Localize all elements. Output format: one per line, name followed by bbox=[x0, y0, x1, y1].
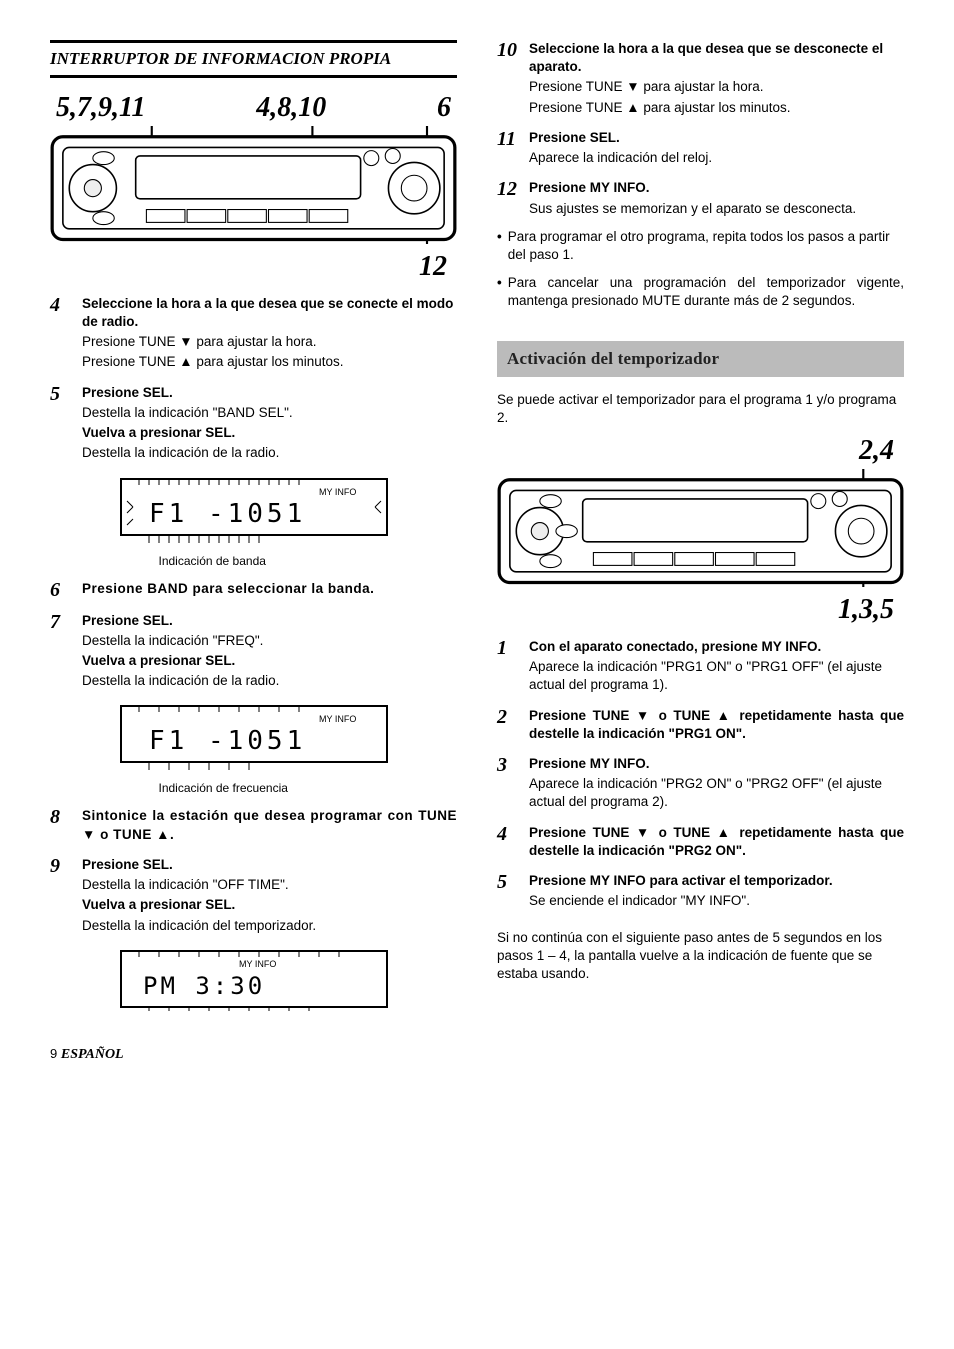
left-column: INTERRUPTOR DE INFORMACION PROPIA 5,7,9,… bbox=[50, 40, 457, 1020]
step-head: Seleccione la hora a la que desea que se… bbox=[82, 295, 457, 331]
step-number: 2 bbox=[497, 707, 519, 743]
callout-top: 2,4 bbox=[497, 435, 894, 467]
step-line: Aparece la indicación "PRG2 ON" o "PRG2 … bbox=[529, 775, 904, 811]
step-head: Presione TUNE ▼ o TUNE ▲ repetidamente h… bbox=[529, 707, 904, 743]
step-line: Aparece la indicación "PRG1 ON" o "PRG1 … bbox=[529, 658, 904, 694]
closing-note: Si no continúa con el siguiente paso ant… bbox=[497, 929, 904, 984]
bullet-text: Para cancelar una programación del tempo… bbox=[508, 274, 904, 310]
step-5b: 5 Presione MY INFO para activar el tempo… bbox=[497, 872, 904, 910]
step-line: Destella la indicación "OFF TIME". bbox=[82, 876, 457, 894]
step-line: Destella la indicación "FREQ". bbox=[82, 632, 457, 650]
step-number: 10 bbox=[497, 40, 519, 117]
step-number: 9 bbox=[50, 856, 72, 935]
step-6: 6 Presione BAND para seleccionar la band… bbox=[50, 580, 457, 600]
step-number: 11 bbox=[497, 129, 519, 167]
step-number: 3 bbox=[497, 755, 519, 812]
bullet-text: Para programar el otro programa, repita … bbox=[508, 228, 904, 264]
step-head: Presione TUNE ▼ o TUNE ▲ repetidamente h… bbox=[529, 824, 904, 860]
step-line: Presione TUNE ▼ para ajustar la hora. bbox=[529, 78, 904, 96]
step-line: Se enciende el indicador "MY INFO". bbox=[529, 892, 904, 910]
step-head: Presione SEL. bbox=[82, 384, 457, 402]
lcd-text: F1 -1051 bbox=[149, 726, 306, 756]
page-footer: 9 ESPAÑOL bbox=[50, 1046, 904, 1063]
callout: 6 bbox=[437, 92, 451, 124]
callout-row-top: 5,7,9,11 4,8,10 6 bbox=[56, 92, 451, 124]
step-5: 5 Presione SEL. Destella la indicación "… bbox=[50, 384, 457, 463]
step-number: 4 bbox=[50, 295, 72, 372]
step-number: 1 bbox=[497, 638, 519, 695]
bullet-dot: • bbox=[497, 228, 502, 264]
step-line: Destella la indicación de la radio. bbox=[82, 672, 457, 690]
step-subhead: Vuelva a presionar SEL. bbox=[82, 424, 457, 442]
step-head: Presione MY INFO. bbox=[529, 179, 904, 197]
intro-text: Se puede activar el temporizador para el… bbox=[497, 391, 904, 427]
step-subhead: Vuelva a presionar SEL. bbox=[82, 652, 457, 670]
step-number: 6 bbox=[50, 580, 72, 600]
lcd-display-3: MY INFO PM 3:30 bbox=[119, 949, 389, 1014]
svg-text:MY INFO: MY INFO bbox=[319, 487, 356, 497]
callout: 4,8,10 bbox=[256, 92, 326, 124]
svg-text:MY INFO: MY INFO bbox=[239, 959, 276, 969]
step-head: Presione MY INFO. bbox=[529, 755, 904, 773]
step-head: Con el aparato conectado, presione MY IN… bbox=[529, 638, 904, 656]
step-3b: 3 Presione MY INFO. Aparece la indicació… bbox=[497, 755, 904, 812]
step-number: 5 bbox=[50, 384, 72, 463]
right-column: 10 Seleccione la hora a la que desea que… bbox=[497, 40, 904, 1020]
step-7: 7 Presione SEL. Destella la indicación "… bbox=[50, 612, 457, 691]
step-10: 10 Seleccione la hora a la que desea que… bbox=[497, 40, 904, 117]
section-title: INTERRUPTOR DE INFORMACION PROPIA bbox=[50, 49, 457, 69]
section-banner: Activación del temporizador bbox=[497, 341, 904, 377]
page-number: 9 bbox=[50, 1046, 57, 1061]
step-number: 5 bbox=[497, 872, 519, 910]
step-head: Presione BAND para seleccionar la banda. bbox=[82, 580, 457, 598]
step-4: 4 Seleccione la hora a la que desea que … bbox=[50, 295, 457, 372]
display-caption: Indicación de banda bbox=[159, 554, 389, 568]
step-4b: 4 Presione TUNE ▼ o TUNE ▲ repetidamente… bbox=[497, 824, 904, 860]
rule-top bbox=[50, 40, 457, 43]
step-head: Presione MY INFO para activar el tempori… bbox=[529, 872, 904, 890]
step-line: Destella la indicación del temporizador. bbox=[82, 917, 457, 935]
step-number: 8 bbox=[50, 807, 72, 843]
step-2b: 2 Presione TUNE ▼ o TUNE ▲ repetidamente… bbox=[497, 707, 904, 743]
step-line: Presione TUNE ▲ para ajustar los minutos… bbox=[82, 353, 457, 371]
step-head: Presione SEL. bbox=[82, 856, 457, 874]
lcd-display-1: MY INFO F1 -1051 Indicación de banda bbox=[119, 477, 389, 568]
step-1b: 1 Con el aparato conectado, presione MY … bbox=[497, 638, 904, 695]
callout-under: 12 bbox=[50, 251, 447, 283]
lcd-display-2: MY INFO F1 -1051 Indicación de frecuenci… bbox=[119, 704, 389, 795]
step-number: 4 bbox=[497, 824, 519, 860]
svg-text:MY INFO: MY INFO bbox=[319, 714, 356, 724]
lcd-text: PM 3:30 bbox=[143, 972, 265, 1000]
step-line: Aparece la indicación del reloj. bbox=[529, 149, 904, 167]
radio-faceplate-illustration bbox=[50, 126, 457, 244]
rule-bottom bbox=[50, 75, 457, 78]
lcd-text: F1 -1051 bbox=[149, 499, 306, 529]
step-head: Presione SEL. bbox=[82, 612, 457, 630]
page-language: ESPAÑOL bbox=[61, 1047, 124, 1062]
step-line: Presione TUNE ▼ para ajustar la hora. bbox=[82, 333, 457, 351]
callout-under: 1,3,5 bbox=[497, 594, 894, 626]
step-head: Presione SEL. bbox=[529, 129, 904, 147]
bullet-dot: • bbox=[497, 274, 502, 310]
step-11: 11 Presione SEL. Aparece la indicación d… bbox=[497, 129, 904, 167]
step-head: Seleccione la hora a la que desea que se… bbox=[529, 40, 904, 76]
step-line: Destella la indicación de la radio. bbox=[82, 444, 457, 462]
step-8: 8 Sintonice la estación que desea progra… bbox=[50, 807, 457, 843]
step-line: Sus ajustes se memorizan y el aparato se… bbox=[529, 200, 904, 218]
step-9: 9 Presione SEL. Destella la indicación "… bbox=[50, 856, 457, 935]
step-line: Presione TUNE ▲ para ajustar los minutos… bbox=[529, 99, 904, 117]
step-12: 12 Presione MY INFO. Sus ajustes se memo… bbox=[497, 179, 904, 217]
step-head: Sintonice la estación que desea programa… bbox=[82, 807, 457, 843]
step-subhead: Vuelva a presionar SEL. bbox=[82, 896, 457, 914]
radio-faceplate-illustration-2 bbox=[497, 469, 904, 587]
step-number: 7 bbox=[50, 612, 72, 691]
display-caption: Indicación de frecuencia bbox=[159, 781, 389, 795]
bullet: • Para programar el otro programa, repit… bbox=[497, 228, 904, 264]
step-line: Destella la indicación "BAND SEL". bbox=[82, 404, 457, 422]
bullet: • Para cancelar una programación del tem… bbox=[497, 274, 904, 310]
step-number: 12 bbox=[497, 179, 519, 217]
callout: 5,7,9,11 bbox=[56, 92, 145, 124]
